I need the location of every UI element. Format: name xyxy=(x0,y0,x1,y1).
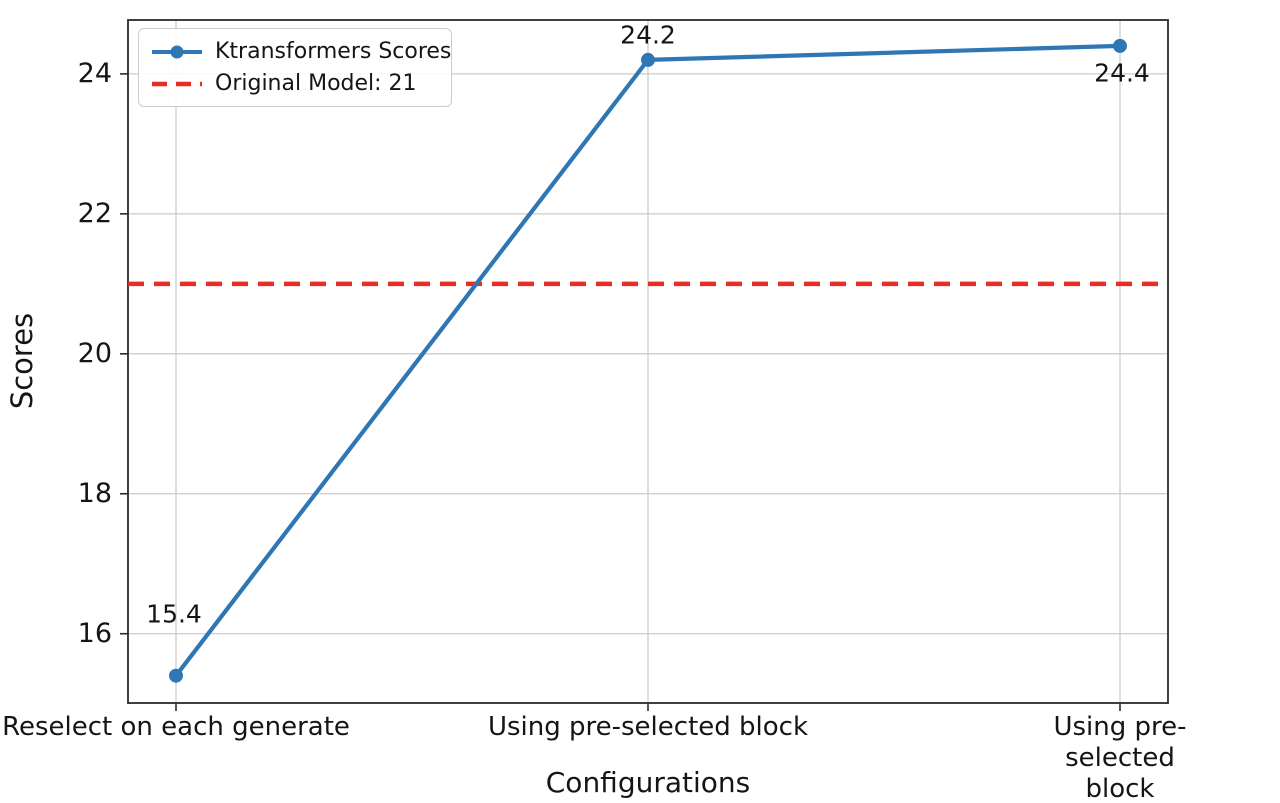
x-tick-label: Using pre-selected block xyxy=(487,712,809,742)
legend-entry-reference: Original Model: 21 xyxy=(151,70,437,97)
x-tick-label: Reselect on each generate xyxy=(2,712,350,742)
x-axis-title: Configurations xyxy=(545,766,751,799)
x-tick-label: Using pre-selected block First two layer… xyxy=(1053,712,1187,803)
dashed-line-swatch-icon xyxy=(152,81,202,86)
y-tick-label: 22 xyxy=(77,197,112,229)
legend-label-reference: Original Model: 21 xyxy=(215,70,417,96)
y-tick-label: 24 xyxy=(77,57,112,89)
data-label: 15.4 xyxy=(146,599,202,629)
legend-label-series: Ktransformers Scores xyxy=(215,38,452,64)
y-tick-label: 16 xyxy=(77,617,112,649)
line-marker-swatch-icon xyxy=(152,45,202,58)
data-label: 24.2 xyxy=(620,20,676,50)
legend: Ktransformers Scores Original Model: 21 xyxy=(138,28,452,107)
y-tick-label: 20 xyxy=(77,337,112,369)
data-label: 24.4 xyxy=(1094,58,1150,88)
y-axis-title: Scores xyxy=(5,312,39,410)
y-tick-label: 18 xyxy=(77,477,112,509)
legend-circle-marker-icon xyxy=(170,45,184,58)
legend-entry-series: Ktransformers Scores xyxy=(151,38,451,65)
